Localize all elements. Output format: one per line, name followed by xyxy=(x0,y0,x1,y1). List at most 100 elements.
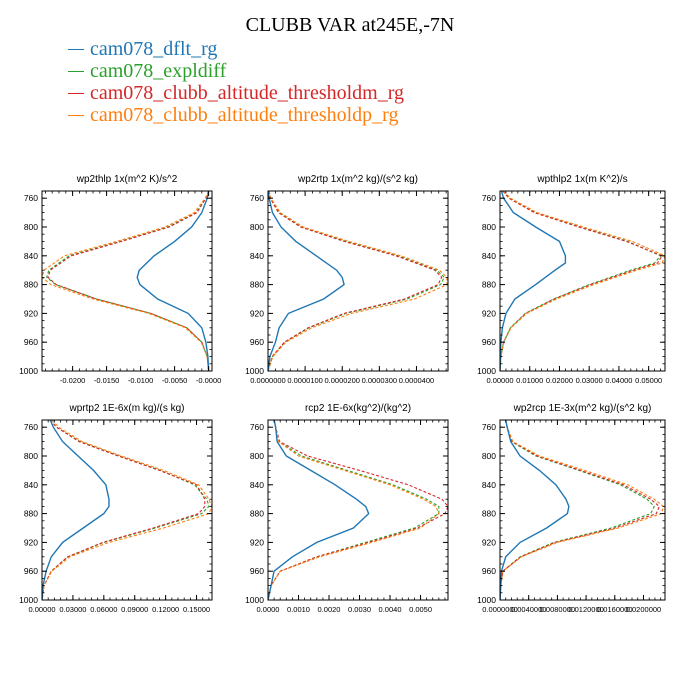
x-tick-label: 0.0040 xyxy=(379,605,402,614)
x-tick-label: 0.0080000 xyxy=(540,605,575,614)
legend-label: cam078_clubb_altitude_thresholdp_rg xyxy=(90,104,399,126)
y-tick-label: 840 xyxy=(24,480,38,490)
y-tick-label: 840 xyxy=(482,251,496,261)
series-line xyxy=(136,191,210,371)
legend-item: cam078_clubb_altitude_thresholdm_rg xyxy=(68,82,404,104)
x-tick-label: 0.00000 xyxy=(28,605,55,614)
x-tick-label: -0.0200 xyxy=(60,376,85,385)
figure-title: CLUBB VAR at245E,-7N xyxy=(245,14,455,36)
x-tick-label: -0.0050 xyxy=(162,376,187,385)
x-tick-label: 0.0040000 xyxy=(511,605,546,614)
series-group xyxy=(268,191,448,371)
y-tick-label: 800 xyxy=(482,451,496,461)
x-tick-label: -0.0150 xyxy=(94,376,119,385)
y-tick-label: 1000 xyxy=(245,595,264,605)
y-tick-label: 760 xyxy=(482,422,496,432)
y-tick-label: 880 xyxy=(250,509,264,519)
y-tick-label: 760 xyxy=(250,193,264,203)
x-tick-label: 0.0000000 xyxy=(250,376,285,385)
series-line xyxy=(500,420,655,600)
legend: cam078_dflt_rg cam078_expldiff cam078_cl… xyxy=(68,38,404,126)
y-tick-label: 960 xyxy=(250,566,264,576)
x-tick-label: -0.0000 xyxy=(196,376,221,385)
x-tick-label: 0.0160000 xyxy=(597,605,632,614)
y-tick-label: 960 xyxy=(24,566,38,576)
y-tick-label: 920 xyxy=(482,537,496,547)
x-tick-label: 0.0000000 xyxy=(482,605,517,614)
y-tick-label: 960 xyxy=(24,337,38,347)
x-tick-label: 0.0050 xyxy=(409,605,432,614)
y-tick-label: 960 xyxy=(482,337,496,347)
series-line xyxy=(500,420,570,600)
legend-item: cam078_clubb_altitude_thresholdp_rg xyxy=(68,104,404,126)
legend-label: cam078_expldiff xyxy=(90,60,227,82)
x-tick-label: 0.0000100 xyxy=(287,376,322,385)
plot-panel: rcp2 1E-6x(kg^2)/(kg^2) 760 800 840 880 920 96… xyxy=(245,403,449,614)
series-line xyxy=(42,191,210,371)
x-tick-label: 0.09000 xyxy=(121,605,148,614)
y-tick-label: 920 xyxy=(482,308,496,318)
y-tick-label: 880 xyxy=(24,509,38,519)
legend-label: cam078_clubb_altitude_thresholdm_rg xyxy=(90,82,405,104)
series-line xyxy=(500,191,663,371)
x-tick-label: 0.04000 xyxy=(605,376,632,385)
panel-title: wp2thlp 1x(m^2 K)/s^2 xyxy=(76,174,178,185)
series-line xyxy=(500,191,567,371)
series-line xyxy=(268,420,440,600)
x-tick-label: 0.0200000 xyxy=(626,605,661,614)
y-tick-label: 920 xyxy=(24,308,38,318)
plot-panel: wpthlp2 1x(m K^2)/s 760 800 840 880 920 960 100… xyxy=(477,174,666,385)
x-tick-label: 0.0120000 xyxy=(568,605,603,614)
y-tick-label: 920 xyxy=(250,537,264,547)
series-line xyxy=(268,191,448,371)
legend-label: cam078_dflt_rg xyxy=(90,38,218,60)
x-tick-label: 0.0020 xyxy=(318,605,341,614)
y-tick-label: 760 xyxy=(24,422,38,432)
x-tick-label: 0.12000 xyxy=(152,605,179,614)
series-line xyxy=(500,191,662,371)
series-line xyxy=(42,420,110,600)
plot-frame xyxy=(499,419,666,601)
series-line xyxy=(47,191,210,371)
series-line xyxy=(268,420,448,600)
y-tick-label: 800 xyxy=(24,222,38,232)
series-line xyxy=(268,420,370,600)
y-tick-label: 1000 xyxy=(19,595,38,605)
y-tick-label: 760 xyxy=(250,422,264,432)
x-tick-label: 0.05000 xyxy=(635,376,662,385)
plot-panel: wprtp2 1E-6x(m kg)/(s kg) 760 800 840 880 920… xyxy=(19,403,213,614)
y-tick-label: 800 xyxy=(250,222,264,232)
y-tick-label: 840 xyxy=(250,251,264,261)
series-line xyxy=(268,191,443,371)
y-tick-label: 960 xyxy=(482,566,496,576)
series-line xyxy=(500,191,665,371)
panel-title: rcp2 1E-6x(kg^2)/(kg^2) xyxy=(305,403,411,414)
x-tick-label: 0.02000 xyxy=(546,376,573,385)
series-line xyxy=(268,191,445,371)
plot-panel: wp2rtp 1x(m^2 kg)/(s^2 kg) 760 800 840 880 92… xyxy=(245,174,449,385)
series-line xyxy=(268,420,440,600)
panel-title: wp2rtp 1x(m^2 kg)/(s^2 kg) xyxy=(297,174,418,185)
panel-title: wpthlp2 1x(m K^2)/s xyxy=(536,174,627,185)
legend-item: cam078_dflt_rg xyxy=(68,38,404,60)
y-tick-label: 840 xyxy=(24,251,38,261)
y-tick-label: 800 xyxy=(250,451,264,461)
legend-swatch xyxy=(68,48,84,50)
plot-frame xyxy=(499,190,666,372)
series-line xyxy=(42,420,210,600)
y-tick-label: 960 xyxy=(250,337,264,347)
y-tick-label: 1000 xyxy=(477,595,496,605)
plot-panel: wp2rcp 1E-3x(m^2 kg)/(s^2 kg) 760 800 840 88… xyxy=(477,403,666,614)
legend-item: cam078_expldiff xyxy=(68,60,404,82)
x-tick-label: 0.0010 xyxy=(287,605,310,614)
x-tick-label: 0.0000400 xyxy=(399,376,434,385)
legend-swatch xyxy=(68,114,84,116)
x-tick-label: 0.0000 xyxy=(257,605,280,614)
x-tick-label: -0.0100 xyxy=(128,376,153,385)
series-group xyxy=(500,420,665,600)
series-line xyxy=(42,420,206,600)
y-tick-label: 920 xyxy=(250,308,264,318)
series-group xyxy=(42,420,212,600)
y-tick-label: 800 xyxy=(24,451,38,461)
